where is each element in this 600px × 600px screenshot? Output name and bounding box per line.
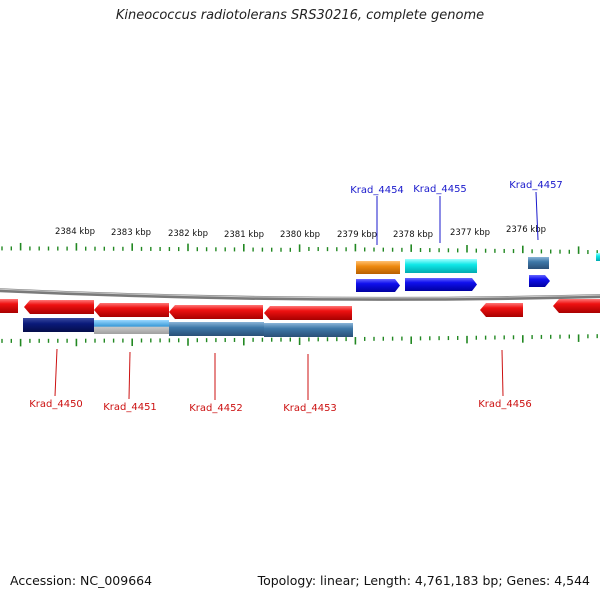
gene-arrow-krad-4450[interactable]	[24, 300, 94, 314]
cds-krad-4453[interactable]	[264, 323, 353, 337]
ruler-top	[1, 242, 598, 255]
ruler-tick-label: 2384 kbp	[55, 227, 95, 237]
genome-backbone	[0, 288, 600, 301]
leader-krad-4456	[501, 349, 504, 397]
ruler-tick-label: 2377 kbp	[450, 228, 490, 238]
ruler-tick-label: 2376 kbp	[506, 225, 546, 235]
label-krad-4457[interactable]: Krad_4457	[509, 180, 563, 191]
cds-krad-4452[interactable]	[169, 322, 264, 336]
ruler-tick-label: 2381 kbp	[224, 230, 264, 240]
gene-track-reverse	[0, 299, 600, 320]
ruler-bottom	[1, 334, 598, 347]
leader-krad-4451	[128, 351, 131, 400]
cds-krad-4454[interactable]	[356, 261, 400, 274]
leader-krad-4450	[54, 348, 58, 397]
label-krad-4456[interactable]: Krad_4456	[478, 399, 532, 410]
accession-text: Accession: NC_009664	[10, 573, 153, 588]
gene-arrow-krad-4456[interactable]	[480, 303, 523, 317]
gene-arrow-right-edge[interactable]	[553, 299, 600, 313]
cds-edge[interactable]	[596, 253, 600, 261]
label-krad-4454[interactable]: Krad_4454	[350, 185, 404, 196]
cds-krad-4450[interactable]	[23, 318, 94, 332]
cds-krad-4451[interactable]	[94, 320, 169, 334]
ruler-tick-label: 2379 kbp	[337, 230, 377, 240]
gene-arrow-krad-4451[interactable]	[94, 303, 169, 317]
cds-krad-4457[interactable]	[528, 257, 549, 269]
ruler-tick-label: 2378 kbp	[393, 230, 433, 240]
label-krad-4450[interactable]: Krad_4450	[29, 399, 83, 410]
ruler-tick-label: 2383 kbp	[111, 228, 151, 238]
leader-krad-4457	[535, 191, 539, 241]
gene-track-forward	[356, 275, 550, 292]
gene-arrow-left-edge[interactable]	[0, 299, 18, 313]
cds-track-forward	[356, 253, 600, 274]
genome-title: Kineococcus radiotolerans SRS30216, comp…	[115, 8, 485, 23]
gene-arrow-krad-4452[interactable]	[169, 305, 263, 319]
ruler-tick-label: 2382 kbp	[168, 229, 208, 239]
gene-arrow-krad-4453[interactable]	[264, 306, 352, 320]
label-krad-4453[interactable]: Krad_4453	[283, 403, 337, 414]
cds-krad-4455[interactable]	[405, 259, 477, 273]
genome-summary-text: Topology: linear; Length: 4,761,183 bp; …	[257, 573, 590, 588]
cds-track-reverse	[23, 318, 353, 337]
label-krad-4452[interactable]: Krad_4452	[189, 403, 243, 414]
ruler-labels: 2384 kbp 2383 kbp 2382 kbp 2381 kbp 2380 kbp…	[55, 225, 546, 240]
label-krad-4451[interactable]: Krad_4451	[103, 402, 157, 413]
gene-arrow-krad-4454[interactable]	[356, 279, 400, 292]
label-krad-4455[interactable]: Krad_4455	[413, 184, 467, 195]
label-leaders	[54, 191, 539, 400]
gene-labels: Krad_4454 Krad_4455 Krad_4457 Krad_4450 …	[29, 180, 563, 414]
gene-arrow-krad-4455[interactable]	[405, 278, 477, 291]
gene-arrow-krad-4457[interactable]	[529, 275, 550, 287]
genome-backbone-highlight	[0, 288, 600, 299]
ruler-tick-label: 2380 kbp	[280, 230, 320, 240]
